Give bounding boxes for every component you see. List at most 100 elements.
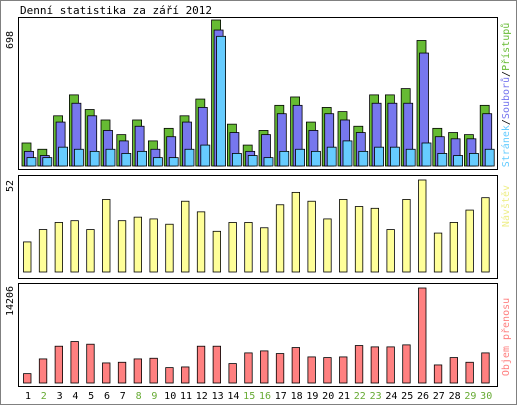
visits-bar [386, 229, 395, 273]
pages-bar [137, 150, 148, 167]
pages-bar [421, 142, 432, 167]
pages-bar [342, 140, 353, 167]
day-label: 11 [180, 391, 192, 402]
pages-bar [58, 146, 68, 167]
visits-bar [212, 230, 222, 273]
pages-bar [26, 157, 37, 167]
panel-kbytes: 14206 Objem přenosu [5, 283, 512, 387]
kbytes-bar [418, 287, 427, 384]
kbytes-bar [449, 357, 459, 384]
pages-bar [374, 146, 385, 167]
visits-bar [465, 209, 474, 273]
visits-bar [196, 211, 206, 273]
visits-bar [291, 191, 301, 273]
pages-bar [310, 150, 321, 167]
day-label: 2 [41, 391, 47, 402]
panel-hits-files-pages: 698 Stránek/Souborů/Přístupů [5, 17, 512, 170]
kbytes-bar [244, 352, 253, 384]
kbytes-bar [102, 362, 111, 384]
panel-3-legend: Objem přenosu [500, 298, 512, 376]
visits-bar [275, 204, 285, 273]
pages-bar [74, 148, 84, 167]
day-label: 26 [417, 391, 429, 402]
day-label: 30 [480, 391, 492, 402]
panel-2-legend: Návštěv [500, 185, 512, 227]
day-label: 6 [104, 391, 110, 402]
kbytes-bar [70, 341, 79, 384]
day-label: 16 [259, 391, 271, 402]
visits-bar [354, 206, 364, 273]
pages-bar [358, 150, 369, 167]
day-label: 18 [291, 391, 303, 402]
kbytes-bar [165, 367, 174, 384]
kbytes-bar [212, 345, 222, 384]
pages-bar [121, 153, 132, 167]
pages-bar [42, 157, 53, 167]
visits-bar [54, 222, 63, 273]
day-label: 27 [433, 391, 445, 402]
kbytes-bar [260, 350, 269, 384]
visits-bar [149, 218, 158, 273]
kbytes-bar [481, 352, 490, 384]
day-label: 23 [370, 391, 382, 402]
kbytes-bar [117, 361, 127, 384]
panel-visits: 52 Návštěv [5, 175, 512, 279]
visits-bar [228, 222, 237, 273]
kbytes-bar [149, 357, 158, 384]
pages-bar [152, 157, 163, 167]
day-label: 25 [401, 391, 413, 402]
visits-bar [418, 179, 427, 273]
pages-bar [295, 148, 306, 167]
visits-bar [117, 220, 127, 273]
day-label: 13 [212, 391, 224, 402]
visits-bar [260, 227, 269, 273]
day-label: 19 [306, 391, 318, 402]
day-label: 17 [275, 391, 287, 402]
visits-bar [38, 229, 48, 273]
pages-bar [453, 155, 464, 167]
day-label: 29 [464, 391, 476, 402]
pages-bar [326, 146, 337, 167]
panel-2-frame [18, 175, 498, 279]
pages-bar [263, 157, 274, 167]
kbytes-bar [465, 361, 474, 384]
kbytes-bar [386, 346, 395, 384]
day-label: 14 [227, 391, 239, 402]
pages-bar [279, 150, 290, 167]
visits-bar [339, 199, 348, 273]
panel-3-bars [23, 287, 490, 384]
legend-sep-2: / [501, 71, 512, 77]
panel-3-frame [18, 283, 498, 387]
day-label: 5 [88, 391, 94, 402]
day-label: 28 [449, 391, 461, 402]
visits-bar [323, 218, 332, 273]
pages-bar [405, 148, 416, 167]
kbytes-bar [54, 345, 63, 384]
kbytes-bar [307, 356, 316, 384]
panel-2-bars [23, 179, 490, 273]
kbytes-bar [370, 346, 380, 384]
kbytes-bar [38, 358, 48, 384]
day-label: 21 [338, 391, 350, 402]
visits-bar [481, 197, 490, 273]
kbytes-bar [433, 364, 443, 384]
panel-3-max-label: 14206 [5, 286, 16, 316]
pages-bar [168, 157, 179, 167]
day-label: 1 [25, 391, 31, 402]
kbytes-bar [181, 366, 190, 384]
kbytes-bar [23, 373, 32, 384]
visits-bar [244, 222, 253, 273]
kbytes-bar [354, 345, 364, 384]
day-labels: 1 2 3 4 5 6 7 8 9 10 11 12 13 14 15 16 17 18 19 20 21 22 23 24 2… [25, 391, 492, 402]
day-label: 9 [151, 391, 157, 402]
visits-bar [70, 220, 79, 273]
pages-bar [468, 153, 479, 167]
day-label: 20 [322, 391, 334, 402]
chart-title: Denní statistika za září 2012 [20, 4, 212, 17]
panel-1-legend: Stránek/Souborů/Přístupů [500, 23, 512, 168]
pages-bar [437, 153, 448, 167]
day-label: 24 [385, 391, 397, 402]
legend-files: Souborů [500, 77, 512, 119]
